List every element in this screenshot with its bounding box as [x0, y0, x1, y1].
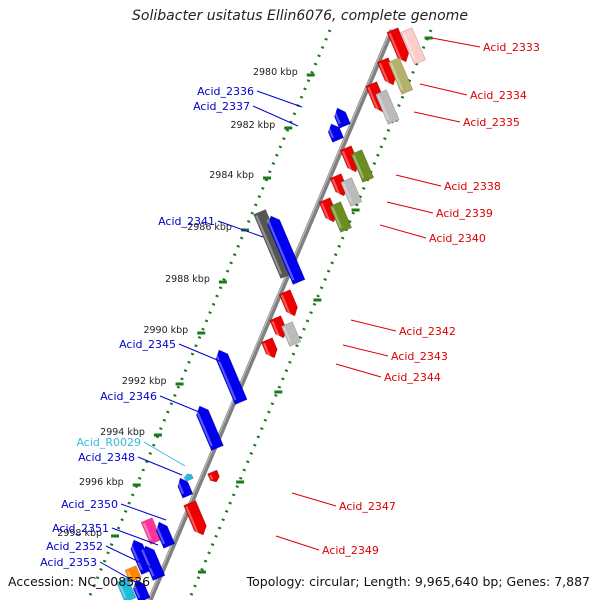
ruler-tick-label: 2994 kbp	[100, 427, 145, 438]
gene-label-acid-2336[interactable]: Acid_2336	[197, 85, 303, 108]
svg-text:Acid_2343: Acid_2343	[391, 350, 448, 363]
feature-acid-2352[interactable]	[139, 543, 166, 581]
ruler-tick-label: 2996 kbp	[79, 477, 124, 488]
feature-acid-2345[interactable]	[213, 347, 248, 405]
ruler-tick-label: 2980 kbp	[253, 67, 298, 78]
backbone-line	[147, 29, 395, 600]
feature-acid-2346[interactable]	[194, 403, 224, 451]
svg-text:Acid_2334: Acid_2334	[470, 89, 527, 102]
svg-text:Acid_2352: Acid_2352	[46, 540, 103, 553]
svg-text:Acid_2335: Acid_2335	[463, 116, 520, 129]
gene-label-acid-2348[interactable]: Acid_2348	[78, 451, 183, 476]
svg-text:Acid_2341: Acid_2341	[158, 215, 215, 228]
feature-gc-track[interactable]	[375, 89, 400, 125]
feature-acid-2348[interactable]	[175, 476, 194, 499]
gene-label-acid-2352[interactable]: Acid_2352	[46, 540, 153, 569]
svg-text:Acid_2347: Acid_2347	[339, 500, 396, 513]
gene-label-acid-2346[interactable]: Acid_2346	[100, 390, 205, 415]
topology-text: Topology: circular; Length: 9,965,640 bp…	[246, 574, 590, 589]
feature-gc-track[interactable]	[280, 321, 302, 347]
feature-acid-2337[interactable]	[326, 122, 345, 143]
gene-label-acid-2341[interactable]: Acid_2341	[158, 215, 264, 238]
svg-text:Acid_2342: Acid_2342	[399, 325, 456, 338]
accession-text: Accession: NC_008536	[8, 574, 151, 589]
svg-text:Acid_2349: Acid_2349	[322, 544, 379, 557]
ruler-tick-label: 2998 kbp	[57, 528, 102, 539]
feature-acid-2350[interactable]	[153, 520, 176, 549]
feature-acid-2349[interactable]	[183, 500, 210, 537]
gene-label-acid-2342[interactable]: Acid_2342	[350, 319, 456, 338]
gene-label-acid-2345[interactable]: Acid_2345	[119, 338, 223, 363]
feature-acid-2334[interactable]	[376, 57, 399, 88]
gene-label-acid-2334[interactable]: Acid_2334	[419, 83, 527, 102]
feature-gc-track[interactable]	[329, 201, 353, 233]
ruler-tick-label: 2992 kbp	[122, 376, 167, 387]
gene-label-acid-r0029[interactable]: Acid_R0029	[76, 436, 186, 467]
genome-backbone	[147, 29, 395, 600]
svg-text:Acid_2336: Acid_2336	[197, 85, 254, 98]
svg-text:Acid_2351: Acid_2351	[52, 522, 109, 535]
gene-label-acid-2347[interactable]: Acid_2347	[291, 492, 396, 513]
feature-acid-2339[interactable]	[329, 173, 350, 199]
svg-text:Acid_2353: Acid_2353	[40, 556, 97, 569]
svg-text:Acid_2345: Acid_2345	[119, 338, 176, 351]
feature-gc-track[interactable]	[350, 149, 375, 183]
gene-label-acid-2339[interactable]: Acid_2339	[386, 201, 493, 220]
svg-text:Acid_2350: Acid_2350	[61, 498, 118, 511]
ruler-tick-label: 2986 kbp	[187, 222, 232, 233]
feature-gc-track[interactable]	[131, 578, 151, 600]
feature-acid-2341[interactable]	[265, 213, 306, 285]
gene-label-acid-2351[interactable]: Acid_2351	[52, 522, 159, 546]
gene-label-acid-2337[interactable]: Acid_2337	[193, 100, 299, 127]
gene-label-acid-2343[interactable]: Acid_2343	[342, 344, 448, 363]
svg-text:Acid_R0029: Acid_R0029	[76, 436, 141, 449]
ruler-tick-label: 2990 kbp	[143, 325, 188, 336]
backbone-highlight	[147, 29, 392, 600]
gene-label-acid-2338[interactable]: Acid_2338	[395, 174, 501, 193]
svg-text:Acid_2333: Acid_2333	[483, 41, 540, 54]
feature-acid-2344[interactable]	[260, 337, 280, 361]
feature-acid-2342[interactable]	[278, 289, 300, 319]
svg-text:Acid_2344: Acid_2344	[384, 371, 441, 384]
kbp-rulers: 2980 kbp 2982 kbp 2984 kbp 2986 kbp 2988 kbp…	[57, 29, 433, 600]
gene-label-acid-2344[interactable]: Acid_2344	[335, 363, 441, 384]
gene-features	[116, 27, 426, 600]
svg-text:Acid_2337: Acid_2337	[193, 100, 250, 113]
feature-acid-2333[interactable]	[386, 27, 412, 65]
map-title: Solibacter usitatus Ellin6076, complete …	[132, 8, 468, 24]
feature-acid-r0029[interactable]	[183, 472, 194, 482]
feature-gc-track[interactable]	[340, 177, 363, 207]
ruler-tick-label: 2984 kbp	[209, 170, 254, 181]
svg-text:Acid_2346: Acid_2346	[100, 390, 157, 403]
gene-label-acid-2350[interactable]: Acid_2350	[61, 498, 167, 521]
gene-label-acid-2340[interactable]: Acid_2340	[379, 224, 486, 245]
ruler-tick-label: 2982 kbp	[230, 120, 275, 131]
gene-labels: Acid_2336 Acid_2337 Acid_2341 Acid_2345 Acid…	[40, 37, 540, 589]
svg-text:Acid_2339: Acid_2339	[436, 207, 493, 220]
svg-text:Acid_2338: Acid_2338	[444, 180, 501, 193]
feature-acid-2336[interactable]	[332, 106, 351, 129]
svg-text:Acid_2348: Acid_2348	[78, 451, 135, 464]
gene-label-acid-2335[interactable]: Acid_2335	[413, 111, 520, 129]
svg-text:Acid_2340: Acid_2340	[429, 232, 486, 245]
feature-gc-track[interactable]	[400, 27, 426, 65]
gene-label-acid-2353[interactable]: Acid_2353	[40, 556, 147, 589]
feature-acid-2353[interactable]	[116, 577, 137, 600]
feature-acid-2347[interactable]	[207, 469, 221, 484]
gene-label-acid-2349[interactable]: Acid_2349	[275, 535, 379, 557]
feature-gc-track[interactable]	[387, 57, 414, 95]
gene-label-acid-2333[interactable]: Acid_2333	[431, 37, 540, 54]
ruler-tick-label: 2988 kbp	[165, 274, 210, 285]
